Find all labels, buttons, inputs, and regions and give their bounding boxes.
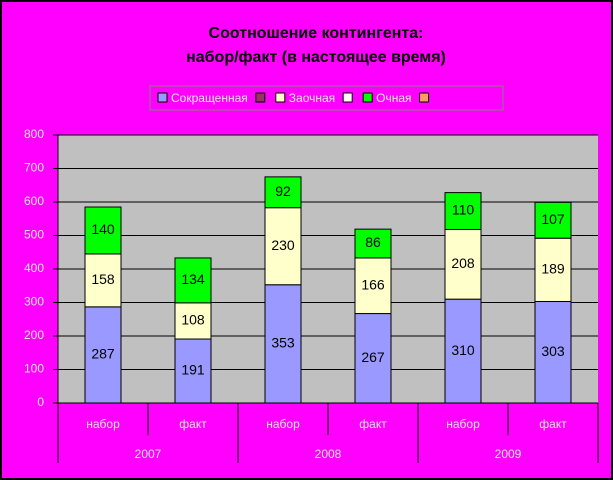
- data-label: 92: [275, 183, 291, 199]
- bar-segment: [264, 284, 302, 404]
- legend-swatch: [157, 92, 168, 103]
- legend-label: Заочная: [289, 91, 335, 105]
- x-tick-label: факт: [539, 417, 567, 431]
- bar-segment: [444, 298, 482, 404]
- data-label: 134: [181, 271, 205, 287]
- bar-segment: [264, 207, 302, 286]
- data-label: 189: [541, 261, 565, 277]
- y-tick-label: 500: [24, 228, 44, 242]
- y-tick-label: 700: [24, 161, 44, 175]
- x-tick-label: набор: [446, 417, 480, 431]
- legend-swatch: [275, 92, 286, 103]
- y-tick-label: 0: [37, 395, 44, 409]
- y-tick-label: 300: [24, 295, 44, 309]
- y-tick-label: 400: [24, 261, 44, 275]
- legend-swatch-unlabeled: [255, 92, 266, 103]
- group-label: 2007: [135, 447, 162, 461]
- group-label: 2008: [315, 447, 342, 461]
- legend-box: [149, 85, 504, 111]
- x-tick-label: факт: [179, 417, 207, 431]
- x-tick-label: набор: [266, 417, 300, 431]
- legend-swatch-unlabeled: [419, 92, 430, 103]
- x-tick-label: набор: [86, 417, 120, 431]
- data-label: 267: [361, 349, 385, 365]
- data-label: 140: [91, 221, 115, 237]
- bar-segment: [534, 201, 572, 239]
- legend-swatch-unlabeled: [342, 92, 353, 103]
- y-tick-label: 200: [24, 328, 44, 342]
- chart-title: Соотношение контингента:: [209, 25, 424, 42]
- legend-label: Очная: [376, 91, 411, 105]
- bar-segment: [534, 300, 572, 404]
- y-tick-label: 800: [24, 127, 44, 141]
- data-label: 86: [365, 234, 381, 250]
- data-label: 166: [361, 276, 385, 292]
- legend-swatch: [362, 92, 373, 103]
- bar-segment: [444, 192, 482, 230]
- bar-segment: [264, 176, 302, 209]
- y-tick-label: 600: [24, 194, 44, 208]
- data-label: 353: [271, 335, 295, 351]
- bar-segment: [174, 302, 212, 340]
- bar-segment: [84, 206, 122, 255]
- data-label: 158: [91, 271, 115, 287]
- data-label: 208: [451, 255, 475, 271]
- data-label: 303: [541, 343, 565, 359]
- data-label: 310: [451, 342, 475, 358]
- group-label: 2009: [495, 447, 522, 461]
- bar-segment: [354, 228, 392, 259]
- data-label: 110: [452, 202, 475, 218]
- legend-label: Сокращенная: [171, 91, 248, 105]
- data-label: 107: [541, 211, 565, 227]
- bar-segment: [174, 257, 212, 304]
- bar-segment: [444, 228, 482, 300]
- y-tick-label: 100: [24, 362, 44, 376]
- data-label: 191: [181, 362, 205, 378]
- data-label: 108: [181, 312, 205, 328]
- data-label: 230: [271, 237, 295, 253]
- data-label: 287: [91, 346, 115, 362]
- x-tick-label: факт: [359, 417, 387, 431]
- chart-title: набор/факт (в настоящее время): [186, 49, 446, 66]
